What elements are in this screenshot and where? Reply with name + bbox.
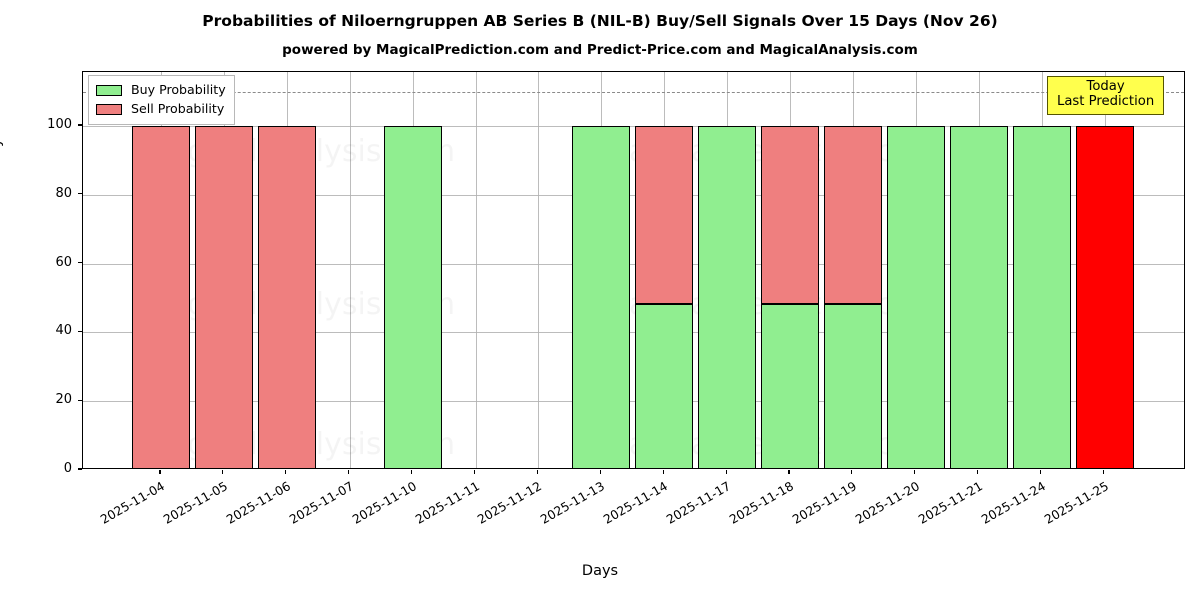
x-tick-label: 2025-11-25 <box>1041 479 1111 527</box>
x-tick-label: 2025-11-17 <box>664 479 734 527</box>
x-tick-label: 2025-11-04 <box>98 479 167 527</box>
x-tick-label: 2025-11-12 <box>475 479 545 527</box>
reference-line <box>83 91 1184 93</box>
y-tick-label: 80 <box>55 185 72 201</box>
y-tick-mark <box>78 468 82 470</box>
bar-buy <box>1012 126 1071 468</box>
x-axis-label: Days <box>581 563 619 579</box>
x-tick-label: 2025-11-19 <box>789 479 859 527</box>
gridline-horizontal <box>83 126 1184 127</box>
bar-sell <box>823 126 882 304</box>
x-tick-mark <box>662 470 664 474</box>
plot-area: MagicalAnalysis.comMagicalPrediction.com… <box>82 71 1185 469</box>
y-tick-label: 40 <box>55 323 72 339</box>
gridline-horizontal <box>83 401 1184 403</box>
y-tick-label: 0 <box>63 461 72 476</box>
bar-buy <box>886 126 945 468</box>
x-tick-mark <box>1040 470 1042 474</box>
gridline-horizontal <box>83 332 1184 334</box>
x-tick-mark <box>473 470 476 474</box>
y-tick-label: 60 <box>55 254 72 270</box>
x-tick-label: 2025-11-20 <box>852 479 922 527</box>
today-annotation: Today Last Prediction <box>1047 76 1165 115</box>
x-tick-label: 2025-11-13 <box>538 479 608 527</box>
bar-buy <box>761 303 819 468</box>
x-tick-label: 2025-11-05 <box>160 479 230 527</box>
x-tick-mark <box>285 470 287 474</box>
x-tick-label: 2025-11-11 <box>412 479 482 527</box>
y-axis-label: Probability <box>0 138 4 215</box>
y-tick-label: 20 <box>55 392 72 408</box>
x-tick-label: 2025-11-24 <box>978 479 1048 527</box>
x-tick-mark <box>851 470 853 474</box>
legend-item-buy: Buy Probability <box>96 81 226 100</box>
legend-item-sell: Sell Probability <box>96 100 226 119</box>
legend-label-buy: Buy Probability <box>131 82 226 98</box>
x-tick-label: 2025-11-21 <box>915 479 985 527</box>
x-tick-label: 2025-11-14 <box>601 479 671 527</box>
bar-sell <box>194 126 253 468</box>
gridline-vertical <box>475 72 477 468</box>
bar-sell <box>132 126 190 468</box>
bar-sell <box>257 126 316 468</box>
y-tick-label: 100 <box>47 117 72 132</box>
x-tick-label: 2025-11-18 <box>727 479 796 527</box>
x-tick-mark <box>788 470 790 474</box>
y-tick-mark <box>78 262 82 264</box>
x-tick-mark <box>725 470 727 474</box>
x-tick-mark <box>411 470 413 474</box>
legend-swatch-sell-icon <box>96 104 122 115</box>
x-tick-mark <box>914 470 916 474</box>
bar-sell <box>635 126 694 304</box>
x-tick-mark <box>159 470 161 474</box>
gridline-horizontal <box>83 194 1184 196</box>
bar-buy <box>635 303 694 468</box>
bar-sell <box>761 126 819 304</box>
bar-today <box>1075 126 1134 468</box>
bar-buy <box>572 126 631 468</box>
y-tick-mark <box>78 330 82 332</box>
gridline-vertical <box>538 72 540 468</box>
x-tick-mark <box>977 470 979 474</box>
x-tick-label: 2025-11-06 <box>223 479 293 527</box>
x-tick-mark <box>348 470 350 474</box>
legend-label-sell: Sell Probability <box>131 101 225 117</box>
x-tick-mark <box>536 470 538 474</box>
chart-title: Probabilities of Niloerngruppen AB Serie… <box>202 12 998 30</box>
x-tick-mark <box>222 470 224 474</box>
chart-subtitle: powered by MagicalPrediction.com and Pre… <box>282 42 918 58</box>
y-tick-mark <box>78 399 82 401</box>
x-tick-mark <box>599 470 601 474</box>
y-tick-mark <box>78 193 82 195</box>
x-tick-label: 2025-11-10 <box>349 479 419 527</box>
bar-buy <box>698 126 757 468</box>
gridline-vertical <box>349 72 351 468</box>
today-annotation-line1: Today <box>1086 79 1125 94</box>
legend-swatch-buy-icon <box>96 85 122 96</box>
y-tick-mark <box>78 124 82 126</box>
x-tick-mark <box>1102 470 1105 474</box>
bar-buy <box>949 126 1008 468</box>
x-tick-label: 2025-11-07 <box>286 479 356 527</box>
today-annotation-line2: Last Prediction <box>1057 93 1155 109</box>
bar-buy <box>383 126 442 468</box>
chart-legend: Buy Probability Sell Probability <box>88 75 235 125</box>
bar-buy <box>823 303 882 468</box>
gridline-horizontal <box>83 263 1184 265</box>
